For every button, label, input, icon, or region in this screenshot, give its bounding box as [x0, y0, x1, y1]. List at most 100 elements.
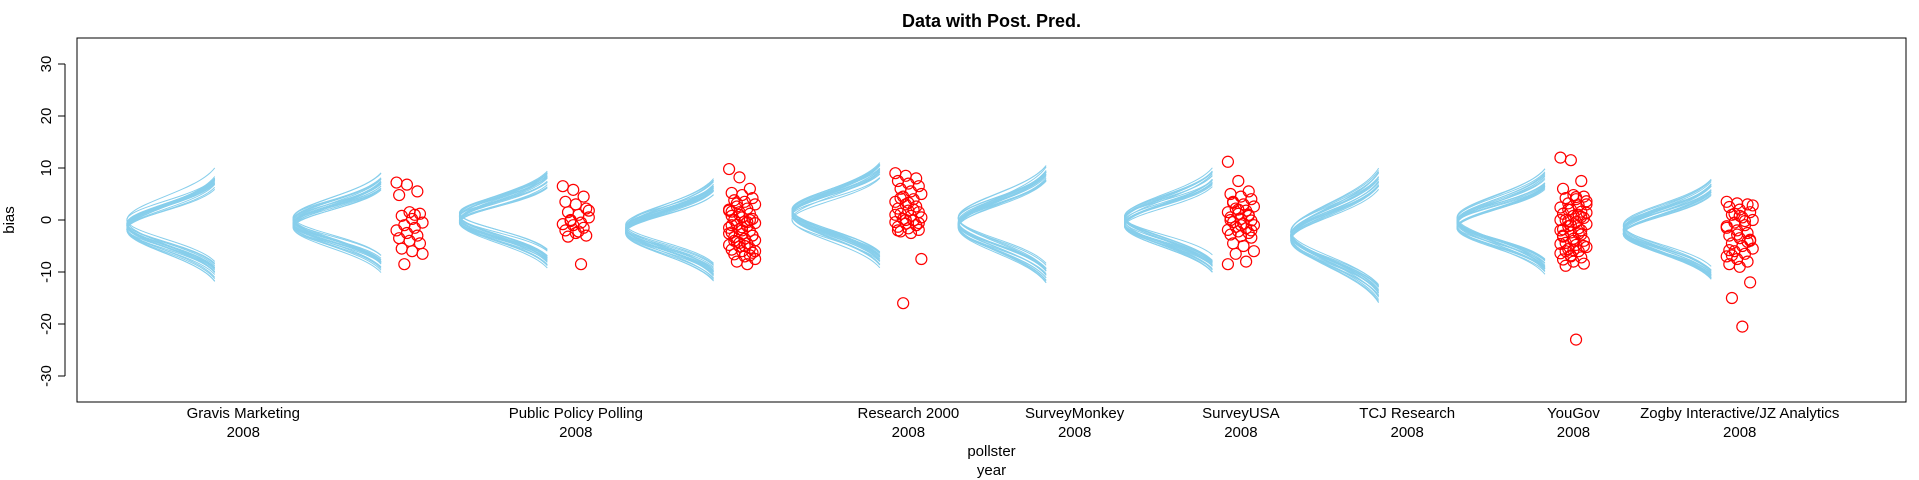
posterior-curve	[1124, 179, 1213, 273]
posterior-curve	[1290, 172, 1380, 302]
data-point	[577, 190, 590, 203]
data-point	[725, 205, 738, 218]
data-point	[1567, 244, 1580, 257]
data-point	[564, 214, 577, 228]
data-point	[1580, 198, 1593, 211]
data-point	[902, 177, 915, 190]
posterior-curve	[1456, 175, 1546, 275]
data-point	[743, 249, 756, 262]
y-tick-label: 20	[38, 108, 55, 125]
posterior-curve	[1124, 181, 1213, 266]
data-point	[1556, 182, 1570, 195]
data-point	[899, 213, 912, 227]
data-point	[572, 208, 585, 221]
y-tick-label: 10	[38, 160, 55, 177]
data-point	[746, 246, 759, 259]
data-point	[400, 226, 414, 240]
posterior-curve	[458, 177, 548, 250]
data-point	[910, 219, 923, 232]
data-point	[1725, 249, 1739, 262]
posterior-curve	[126, 179, 216, 280]
posterior-curve	[625, 188, 714, 273]
posterior-curve	[458, 187, 548, 257]
data-point	[406, 245, 419, 258]
data-point	[904, 185, 918, 198]
data-point	[915, 252, 928, 266]
data-point	[1221, 258, 1235, 271]
x-tick-label-year: 2008	[559, 424, 592, 441]
posterior-curve	[791, 170, 881, 256]
posterior-curve	[957, 172, 1047, 264]
data-point	[733, 236, 746, 249]
data-point	[1564, 250, 1577, 263]
posterior-curve	[1622, 192, 1712, 276]
data-point	[1237, 239, 1250, 253]
x-tick-label-pollster: Gravis Marketing	[187, 405, 300, 422]
data-point	[722, 162, 736, 176]
data-point	[735, 221, 749, 234]
data-point	[743, 213, 756, 227]
data-point	[416, 247, 429, 260]
data-point	[1247, 245, 1261, 258]
x-tick-label-pollster: SurveyUSA	[1202, 405, 1280, 422]
data-point	[733, 171, 746, 184]
posterior-curve	[1622, 179, 1712, 273]
posterior-curve	[1622, 185, 1712, 280]
data-point	[1564, 154, 1577, 167]
chart-title: Data with Post. Pred.	[902, 11, 1081, 31]
data-point	[567, 183, 580, 196]
data-point	[1720, 220, 1733, 233]
data-point	[1736, 320, 1749, 333]
data-point	[1569, 333, 1583, 346]
data-point	[1575, 224, 1588, 237]
x-tick-label-year: 2008	[1224, 424, 1257, 441]
data-point	[1738, 247, 1752, 260]
data-point	[393, 232, 406, 245]
posterior-curve	[791, 164, 881, 266]
x-axis: Gravis Marketing 2008 Public Policy Pollin…	[187, 405, 1840, 441]
data-point	[1245, 231, 1258, 244]
posterior-curve	[1456, 184, 1546, 272]
x-tick-label-year: 2008	[1723, 424, 1756, 441]
posterior-curve	[292, 177, 382, 262]
data-point	[733, 208, 746, 221]
data-point	[390, 224, 403, 237]
data-point	[1575, 174, 1588, 188]
data-point	[574, 258, 588, 271]
data-point	[1575, 210, 1588, 223]
posterior-curve	[1456, 174, 1546, 268]
data-point	[1741, 255, 1754, 268]
data-point	[1554, 151, 1567, 164]
data-point	[1572, 208, 1585, 221]
data-point	[1572, 227, 1585, 240]
posterior-curve	[1456, 185, 1546, 269]
data-point	[1240, 255, 1253, 268]
data-point	[889, 167, 902, 180]
x-tick-label-pollster: Zogby Interactive/JZ Analytics	[1640, 405, 1839, 422]
data-point	[398, 258, 411, 271]
data-point	[910, 172, 923, 185]
data-point	[1741, 235, 1754, 248]
posterior-curve	[1290, 182, 1380, 288]
posterior-curve	[957, 179, 1047, 269]
data-point	[891, 224, 905, 237]
data-point	[1242, 208, 1255, 221]
x-tick-label-year: 2008	[1390, 424, 1423, 441]
y-tick-label: 0	[38, 216, 55, 224]
data-point	[1572, 222, 1585, 235]
posterior-curve	[126, 178, 216, 262]
data-point	[894, 192, 907, 205]
data-points	[390, 151, 1759, 346]
y-tick-label: -30	[38, 365, 55, 387]
posterior-curve	[791, 171, 881, 258]
data-point	[556, 180, 569, 193]
data-point	[889, 208, 902, 221]
data-point	[572, 225, 585, 238]
data-point	[408, 208, 421, 221]
data-point	[735, 188, 749, 202]
data-point	[1744, 276, 1757, 289]
data-point	[1559, 259, 1572, 272]
data-point	[722, 203, 736, 216]
posterior-curve	[292, 181, 382, 269]
